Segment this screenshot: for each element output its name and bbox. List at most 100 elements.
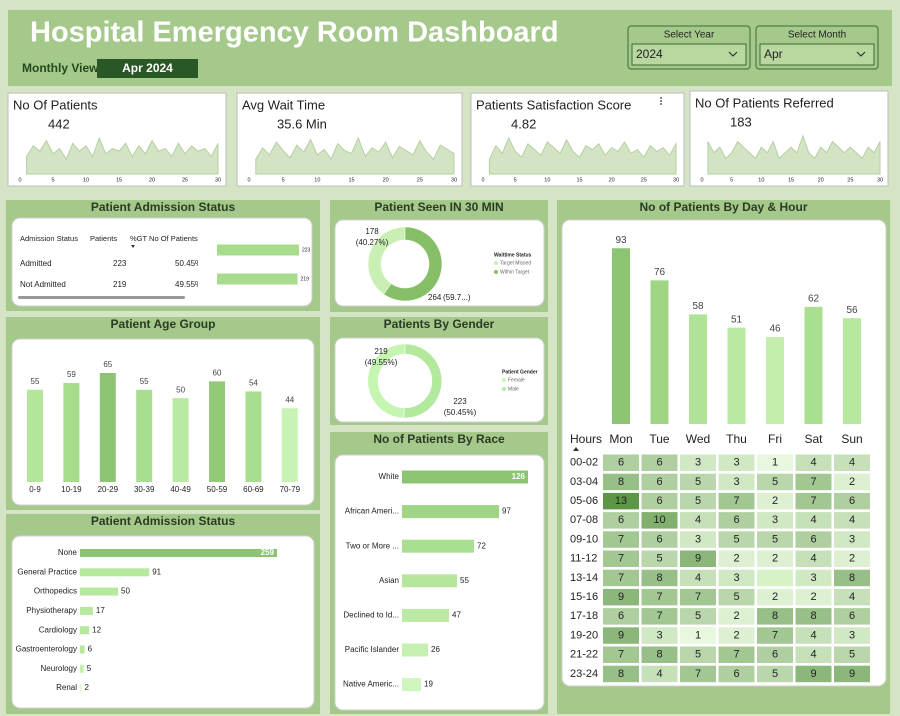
- table-cell: Not Admitted: [20, 280, 66, 289]
- sort-arrow: [131, 245, 135, 248]
- heat-cell: [833, 549, 871, 568]
- bar: [99, 372, 116, 482]
- heat-cell: [794, 549, 833, 568]
- heat-cell: [794, 587, 833, 607]
- donut-slice: [403, 343, 443, 419]
- heat-cell: [640, 664, 679, 684]
- cell-value: 4: [849, 514, 855, 526]
- cell-value: 6: [656, 457, 662, 469]
- value-label: 178: [365, 227, 379, 236]
- bar: [689, 314, 707, 424]
- row-label: 15-16: [570, 591, 598, 603]
- heat-cell: [756, 607, 794, 626]
- heat-cell: [717, 607, 756, 626]
- bar: [402, 539, 474, 553]
- row-label: 21-22: [570, 649, 598, 661]
- heat-cell: [602, 645, 640, 664]
- legend-label: Male: [508, 386, 519, 392]
- cell-value: 5: [695, 495, 701, 507]
- x-tick-label: 20: [818, 177, 824, 183]
- panel-body: [11, 535, 315, 709]
- cell-value: 7: [618, 533, 624, 545]
- heat-cell: [602, 491, 640, 511]
- heat-cell: [679, 626, 717, 645]
- cell-value: 7: [695, 591, 701, 603]
- cell-value: 7: [810, 476, 816, 488]
- heat-cell: [833, 568, 871, 588]
- bar: [80, 568, 150, 577]
- x-tick-label: 0-9: [29, 485, 41, 494]
- heat-cell: [602, 511, 640, 530]
- heat-cell: [640, 626, 679, 645]
- bar: [402, 574, 457, 588]
- heat-cell: [756, 626, 794, 645]
- heat-cell: [679, 587, 717, 607]
- heat-cell: [756, 664, 794, 684]
- heat-cell: [833, 645, 871, 664]
- cell-value: 4: [849, 457, 855, 469]
- cell-value: 9: [618, 629, 624, 641]
- value-label: 55: [140, 377, 149, 386]
- heat-cell: [833, 491, 871, 511]
- cell-value: 9: [618, 591, 624, 603]
- panel-title: Patient Age Group: [111, 317, 216, 331]
- x-tick-label: 0: [18, 177, 21, 183]
- more-icon: [660, 103, 662, 105]
- filter-dropdown[interactable]: [631, 43, 747, 66]
- heat-cell: [794, 491, 833, 511]
- x-tick-label: 30-39: [134, 485, 155, 494]
- row-label: 13-14: [570, 572, 598, 584]
- x-tick-label: 10: [544, 177, 550, 183]
- bar: [80, 587, 119, 596]
- table-cell: 49.55%: [175, 280, 202, 289]
- sparkline-area: [255, 136, 455, 175]
- cell-value: 1: [772, 457, 778, 469]
- category-label: African Ameri...: [345, 507, 399, 516]
- kpi-value: 35.6 Min: [277, 116, 327, 131]
- x-tick-label: 40-49: [170, 485, 191, 494]
- heat-cell: [679, 568, 717, 588]
- value-label: 219: [301, 276, 310, 282]
- x-tick-label: 10-19: [61, 485, 82, 494]
- value-label: 2: [85, 683, 90, 692]
- heat-cell: [833, 453, 871, 472]
- cell-value: 3: [849, 533, 855, 545]
- heat-cell: [756, 549, 794, 568]
- filter-label: Select Month: [788, 30, 846, 41]
- cell-value: 6: [618, 610, 624, 622]
- x-tick-label: 0: [481, 177, 484, 183]
- bar: [766, 337, 784, 424]
- table-cell: 223: [113, 259, 127, 268]
- dashboard-title: Hospital Emergency Room Dashboard: [30, 17, 559, 49]
- column-header: Mon: [609, 432, 632, 446]
- kpi-title: No Of Patients: [13, 97, 98, 112]
- filter-dropdown[interactable]: [759, 43, 875, 66]
- bar: [217, 273, 298, 285]
- heat-cell: [679, 453, 717, 472]
- cell-value: 3: [810, 572, 816, 584]
- kpi-value: 4.82: [511, 116, 536, 131]
- value-label: 59: [67, 370, 76, 379]
- heat-cell: [756, 645, 794, 664]
- column-header: Thu: [726, 432, 747, 446]
- heat-cell: [756, 587, 794, 607]
- value-label: 264: [428, 293, 442, 302]
- bar: [136, 389, 153, 482]
- bar: [209, 381, 225, 482]
- heat-cell: [640, 607, 679, 626]
- bar: [804, 306, 823, 424]
- heat-cell: [794, 511, 833, 530]
- heat-cell: [794, 530, 833, 549]
- heat-cell: [602, 587, 640, 607]
- bar: [402, 643, 428, 657]
- heat-cell: [833, 626, 871, 645]
- value-label: 26: [431, 645, 440, 654]
- heat-cell: [794, 568, 833, 588]
- cell-value: 6: [733, 514, 739, 526]
- heat-cell: [717, 491, 756, 511]
- cell-value: 6: [656, 495, 662, 507]
- kpi-value: 183: [730, 114, 752, 129]
- x-tick-label: 15: [116, 177, 122, 183]
- heat-cell: [640, 587, 679, 607]
- bar: [80, 549, 277, 557]
